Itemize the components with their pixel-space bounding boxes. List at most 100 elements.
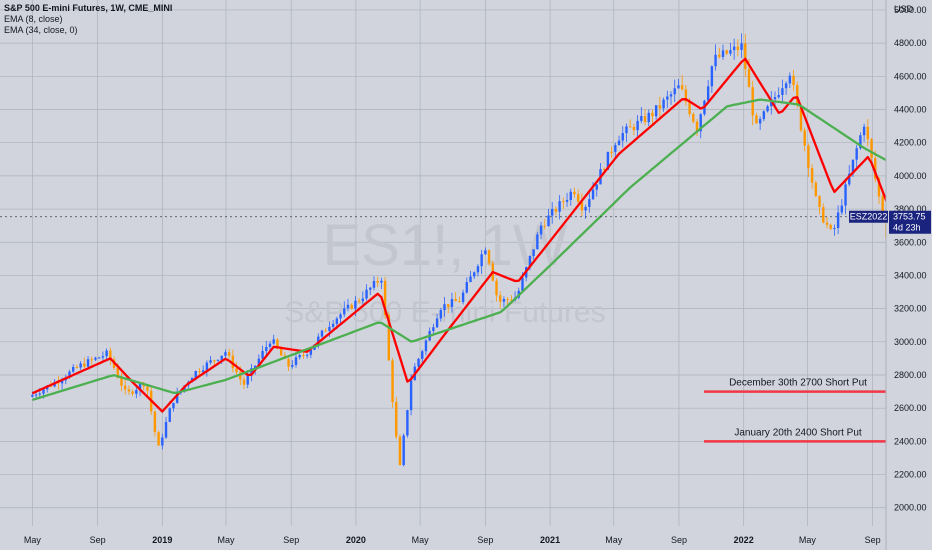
candle-body [213,360,216,362]
time-tick-label: Sep [283,535,299,545]
ema-slow-line[interactable] [32,98,917,402]
candle-body [747,69,751,88]
candle-body [632,126,636,131]
price-tick-label: 4800.00 [894,38,927,48]
candle-body [480,254,483,267]
candle-body [595,184,598,190]
candle-body [250,368,253,376]
candle-body [294,357,298,365]
candle-body [799,105,803,131]
price-tick-label: 3200.00 [894,304,927,314]
candle-body [773,97,777,100]
candle-body [461,292,465,303]
candle-body [421,351,424,359]
candle-body [383,280,387,316]
candle-body [881,196,884,218]
candle-body [840,205,844,213]
candle-body [781,88,784,95]
candle-body [276,339,279,349]
candle-body [120,377,123,386]
candle-body [83,363,86,367]
candle-body [662,99,665,109]
price-tick-label: 2600.00 [894,403,927,413]
candle-body [335,318,339,324]
candle-body [810,167,814,183]
candle-body [573,191,576,195]
candle-body [239,372,242,380]
candle-body [758,119,762,124]
candle-body [38,393,41,395]
candle-body [532,249,535,256]
legend-ema-slow[interactable]: EMA (34, close, 0) [4,25,78,35]
candle-body [265,346,268,351]
candle-body [454,299,457,302]
candle-body [506,299,509,301]
candle-body [829,224,832,229]
price-axis: 2000.00 2200.00 2400.00 2600.00 2800.00 3000.… [894,5,927,513]
candle-body [227,352,231,356]
candle-body [484,250,487,255]
candles [31,33,918,467]
candle-body [877,178,881,197]
candle-body [220,355,223,360]
candle-body [79,363,82,368]
candle-body [94,357,97,360]
candle-body [469,276,472,283]
candle-body [172,402,175,409]
candle-body [198,371,201,373]
candle-body [331,323,335,327]
time-tick-label: Sep [671,535,687,545]
candle-body [825,222,829,225]
candle-body [324,330,327,332]
candle-body [354,300,357,309]
candle-body [357,300,361,302]
price-tick-label: 5000.00 [894,5,927,15]
candle-body [109,350,112,360]
legend-ema-fast[interactable]: EMA (8, close) [4,14,63,24]
candle-body [718,54,721,57]
candle-body [101,356,105,358]
watermark-symbol: ES1!, 1W [323,213,568,278]
time-tick-label: 2022 [734,535,754,545]
legend-title[interactable]: S&P 500 E-mini Futures, 1W, CME_MINI [4,3,173,13]
last-price-symbol: ESZ2022 [850,212,888,222]
candle-body [606,151,610,170]
candle-body [796,85,799,106]
candle-body [640,116,643,121]
candle-body [762,111,766,120]
candle-body [851,159,855,174]
candle-body [105,350,108,357]
candle-body [339,314,342,319]
candle-body [135,390,138,394]
candle-body [343,308,346,315]
candle-body [502,299,506,302]
candle-body [499,295,502,302]
candle-body [547,215,550,227]
candle-body [543,225,546,227]
candle-body [495,280,498,296]
candle-body [398,436,402,466]
candle-body [576,194,580,202]
candle-body [614,145,617,152]
candle-body [209,360,212,363]
candle-body [131,391,134,394]
candle-body [235,368,238,373]
candle-body [346,304,350,309]
candle-body [302,355,305,357]
candle-body [818,195,821,207]
candle-body [205,362,209,371]
candle-body [706,86,710,101]
time-tick-label: Sep [477,535,493,545]
candle-body [231,355,235,369]
candle-body [350,304,353,309]
candle-body [688,101,691,115]
candle-body [569,191,572,200]
price-tick-label: 4000.00 [894,171,927,181]
candle-body [387,315,391,361]
candle-body [201,370,205,373]
candle-body [380,280,383,283]
candle-body [710,66,714,87]
candle-body [647,112,650,123]
